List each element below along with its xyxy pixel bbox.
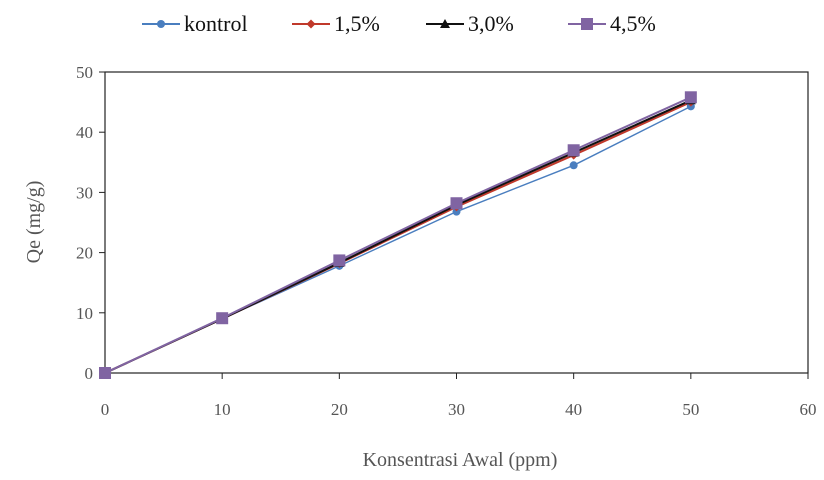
y-tick-label: 20 (76, 244, 93, 263)
legend-marker (581, 18, 593, 30)
legend: kontrol 1,5% 3,0% 4,5% (142, 11, 656, 36)
data-point (567, 144, 580, 157)
x-tick-label: 50 (682, 400, 699, 419)
data-point (99, 367, 111, 379)
y-axis-label: Qe (mg/g) (23, 181, 45, 264)
legend-label: 4,5% (610, 11, 656, 36)
data-point (450, 197, 463, 210)
y-tick-label: 0 (85, 364, 94, 383)
x-tick-label: 40 (565, 400, 582, 419)
legend-label: kontrol (184, 11, 248, 36)
y-tick-label: 50 (76, 63, 93, 82)
x-tick-label: 10 (214, 400, 231, 419)
x-tick-label: 60 (800, 400, 817, 419)
x-tick-label: 20 (331, 400, 348, 419)
x-axis-label: Konsentrasi Awal (ppm) (363, 449, 558, 471)
series-line (104, 96, 692, 374)
legend-label: 1,5% (334, 11, 380, 36)
y-tick-label: 10 (76, 304, 93, 323)
legend-marker (157, 20, 165, 28)
data-point (452, 207, 461, 216)
legend-label: 3,0% (468, 11, 514, 36)
data-point (569, 161, 578, 170)
plot-frame (104, 71, 809, 374)
data-point (684, 91, 697, 104)
data-point (333, 254, 346, 267)
x-tick-label: 0 (101, 400, 110, 419)
data-point (216, 312, 229, 325)
legend-marker (440, 19, 450, 28)
y-tick-label: 40 (76, 123, 93, 142)
legend-marker (306, 19, 316, 29)
plot-area (99, 91, 697, 379)
axes: 0 10 20 30 40 50 0 10 20 30 40 50 60 (76, 63, 817, 419)
y-tick-label: 30 (76, 183, 93, 202)
x-tick-label: 30 (448, 400, 465, 419)
